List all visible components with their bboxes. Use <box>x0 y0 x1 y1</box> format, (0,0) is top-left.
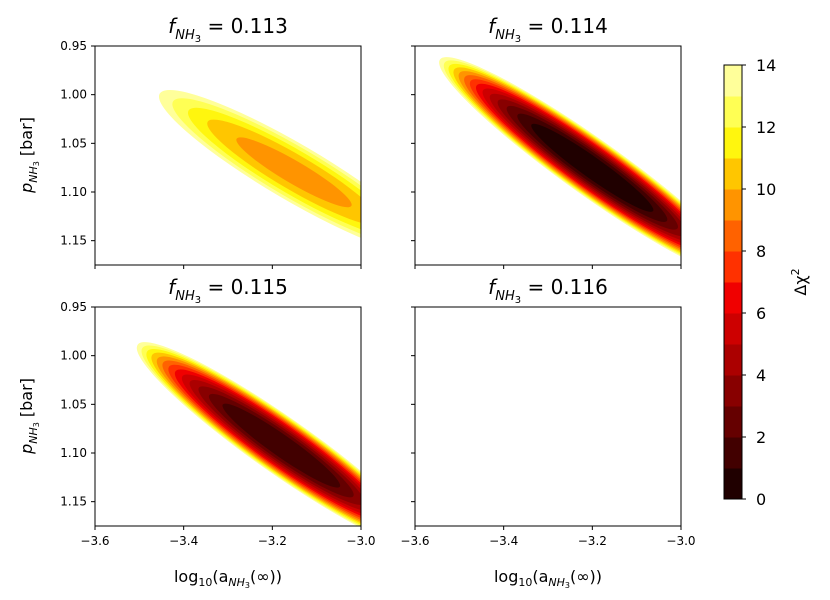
y-tick-label: 1.10 <box>60 446 87 460</box>
contour-plot-1 <box>158 90 361 255</box>
x-ticks-2 <box>414 265 682 269</box>
y-tick-label: 1.05 <box>60 397 87 411</box>
colorbar-band-8 <box>724 220 742 252</box>
colorbar-band-7 <box>724 251 742 283</box>
panel-4-title: fNH3 = 0.116 <box>488 275 608 306</box>
y-ticks-4 <box>411 306 415 503</box>
x-tick-label: −3.6 <box>80 534 109 548</box>
colorbar: 0 2 4 6 8 10 12 14 Δχ2 <box>723 56 810 509</box>
contour-band-level-1 <box>222 403 341 488</box>
x-tick-label: −3.0 <box>346 534 375 548</box>
colorbar-label: Δχ2 <box>789 268 810 295</box>
panel-3-title: fNH3 = 0.115 <box>168 275 288 306</box>
x-tick-label: −3.2 <box>578 534 607 548</box>
panel-1: fNH3 = 0.113 0.95 1.00 1.05 1.10 1.15 pNH3 [… <box>17 14 362 269</box>
colorbar-tick-label: 0 <box>756 490 766 509</box>
colorbar-band-0 <box>724 468 742 500</box>
colorbar-band-10 <box>724 158 742 190</box>
contour-plot-2 <box>439 57 681 265</box>
y-tick-label: 1.00 <box>60 88 87 102</box>
x-ticks-4: −3.6 −3.4 −3.2 −3.0 <box>400 526 696 548</box>
panel-2-frame <box>414 45 682 266</box>
colorbar-band-1 <box>724 437 742 469</box>
y-tick-label: 1.15 <box>60 495 87 509</box>
contour-band-level-9 <box>236 137 352 208</box>
x-ticks-3: −3.6 −3.4 −3.2 −3.0 <box>80 526 376 548</box>
contour-band-level-0 <box>531 123 654 212</box>
colorbar-tick-label: 14 <box>756 56 776 75</box>
panel-3-frame <box>94 306 362 527</box>
panel-1-title: fNH3 = 0.113 <box>168 14 288 45</box>
panel-2: fNH3 = 0.114 <box>411 14 682 269</box>
colorbar-tick-label: 10 <box>756 180 776 199</box>
y-ticks-2 <box>411 45 415 242</box>
y-tick-label: 1.05 <box>60 136 87 150</box>
colorbar-band-4 <box>724 344 742 376</box>
y-axis-label-bottom: pNH3 [bar] <box>17 378 41 455</box>
y-ticks-3: 0.95 1.00 1.05 1.10 1.15 <box>60 300 95 509</box>
x-tick-label: −3.4 <box>169 534 198 548</box>
x-tick-label: −3.2 <box>258 534 287 548</box>
colorbar-band-6 <box>724 282 742 314</box>
y-axis-label-top: pNH3 [bar] <box>17 117 41 194</box>
y-tick-label: 0.95 <box>60 39 87 53</box>
colorbar-tick-label: 4 <box>756 366 766 385</box>
colorbar-tick-label: 6 <box>756 304 766 323</box>
x-axis-label-left: log10(aNH3(∞)) <box>174 567 282 590</box>
colorbar-band-3 <box>724 375 742 407</box>
y-tick-label: 1.10 <box>60 185 87 199</box>
x-tick-label: −3.0 <box>666 534 695 548</box>
colorbar-bands <box>724 65 742 500</box>
x-axis-label-right: log10(aNH3(∞)) <box>494 567 602 590</box>
y-tick-label: 1.15 <box>60 234 87 248</box>
colorbar-tick-label: 8 <box>756 242 766 261</box>
colorbar-tick-label: 12 <box>756 118 776 137</box>
colorbar-frame <box>723 64 743 500</box>
colorbar-band-12 <box>724 96 742 128</box>
y-tick-label: 1.00 <box>60 349 87 363</box>
panel-4: fNH3 = 0.116 −3.6 −3.4 −3.2 −3.0 log10(aNH3… <box>400 275 695 590</box>
colorbar-band-9 <box>724 189 742 221</box>
colorbar-band-13 <box>724 65 742 97</box>
colorbar-band-11 <box>724 127 742 159</box>
y-ticks-1: 0.95 1.00 1.05 1.10 1.15 <box>60 39 95 248</box>
colorbar-tick-label: 2 <box>756 428 766 447</box>
panel-2-title: fNH3 = 0.114 <box>488 14 608 45</box>
colorbar-band-2 <box>724 406 742 438</box>
panel-3: fNH3 = 0.115 −3.6 −3.4 −3.2 −3.0 0.95 1.00 1.… <box>17 275 376 590</box>
panel-1-frame <box>94 45 362 266</box>
x-tick-label: −3.4 <box>489 534 518 548</box>
y-tick-label: 0.95 <box>60 300 87 314</box>
colorbar-band-5 <box>724 313 742 345</box>
contour-plot-3 <box>136 342 361 526</box>
panel-4-frame <box>414 306 682 527</box>
x-tick-label: −3.6 <box>400 534 429 548</box>
x-ticks-1 <box>94 265 362 269</box>
colorbar-ticks: 0 2 4 6 8 10 12 14 <box>742 56 776 509</box>
